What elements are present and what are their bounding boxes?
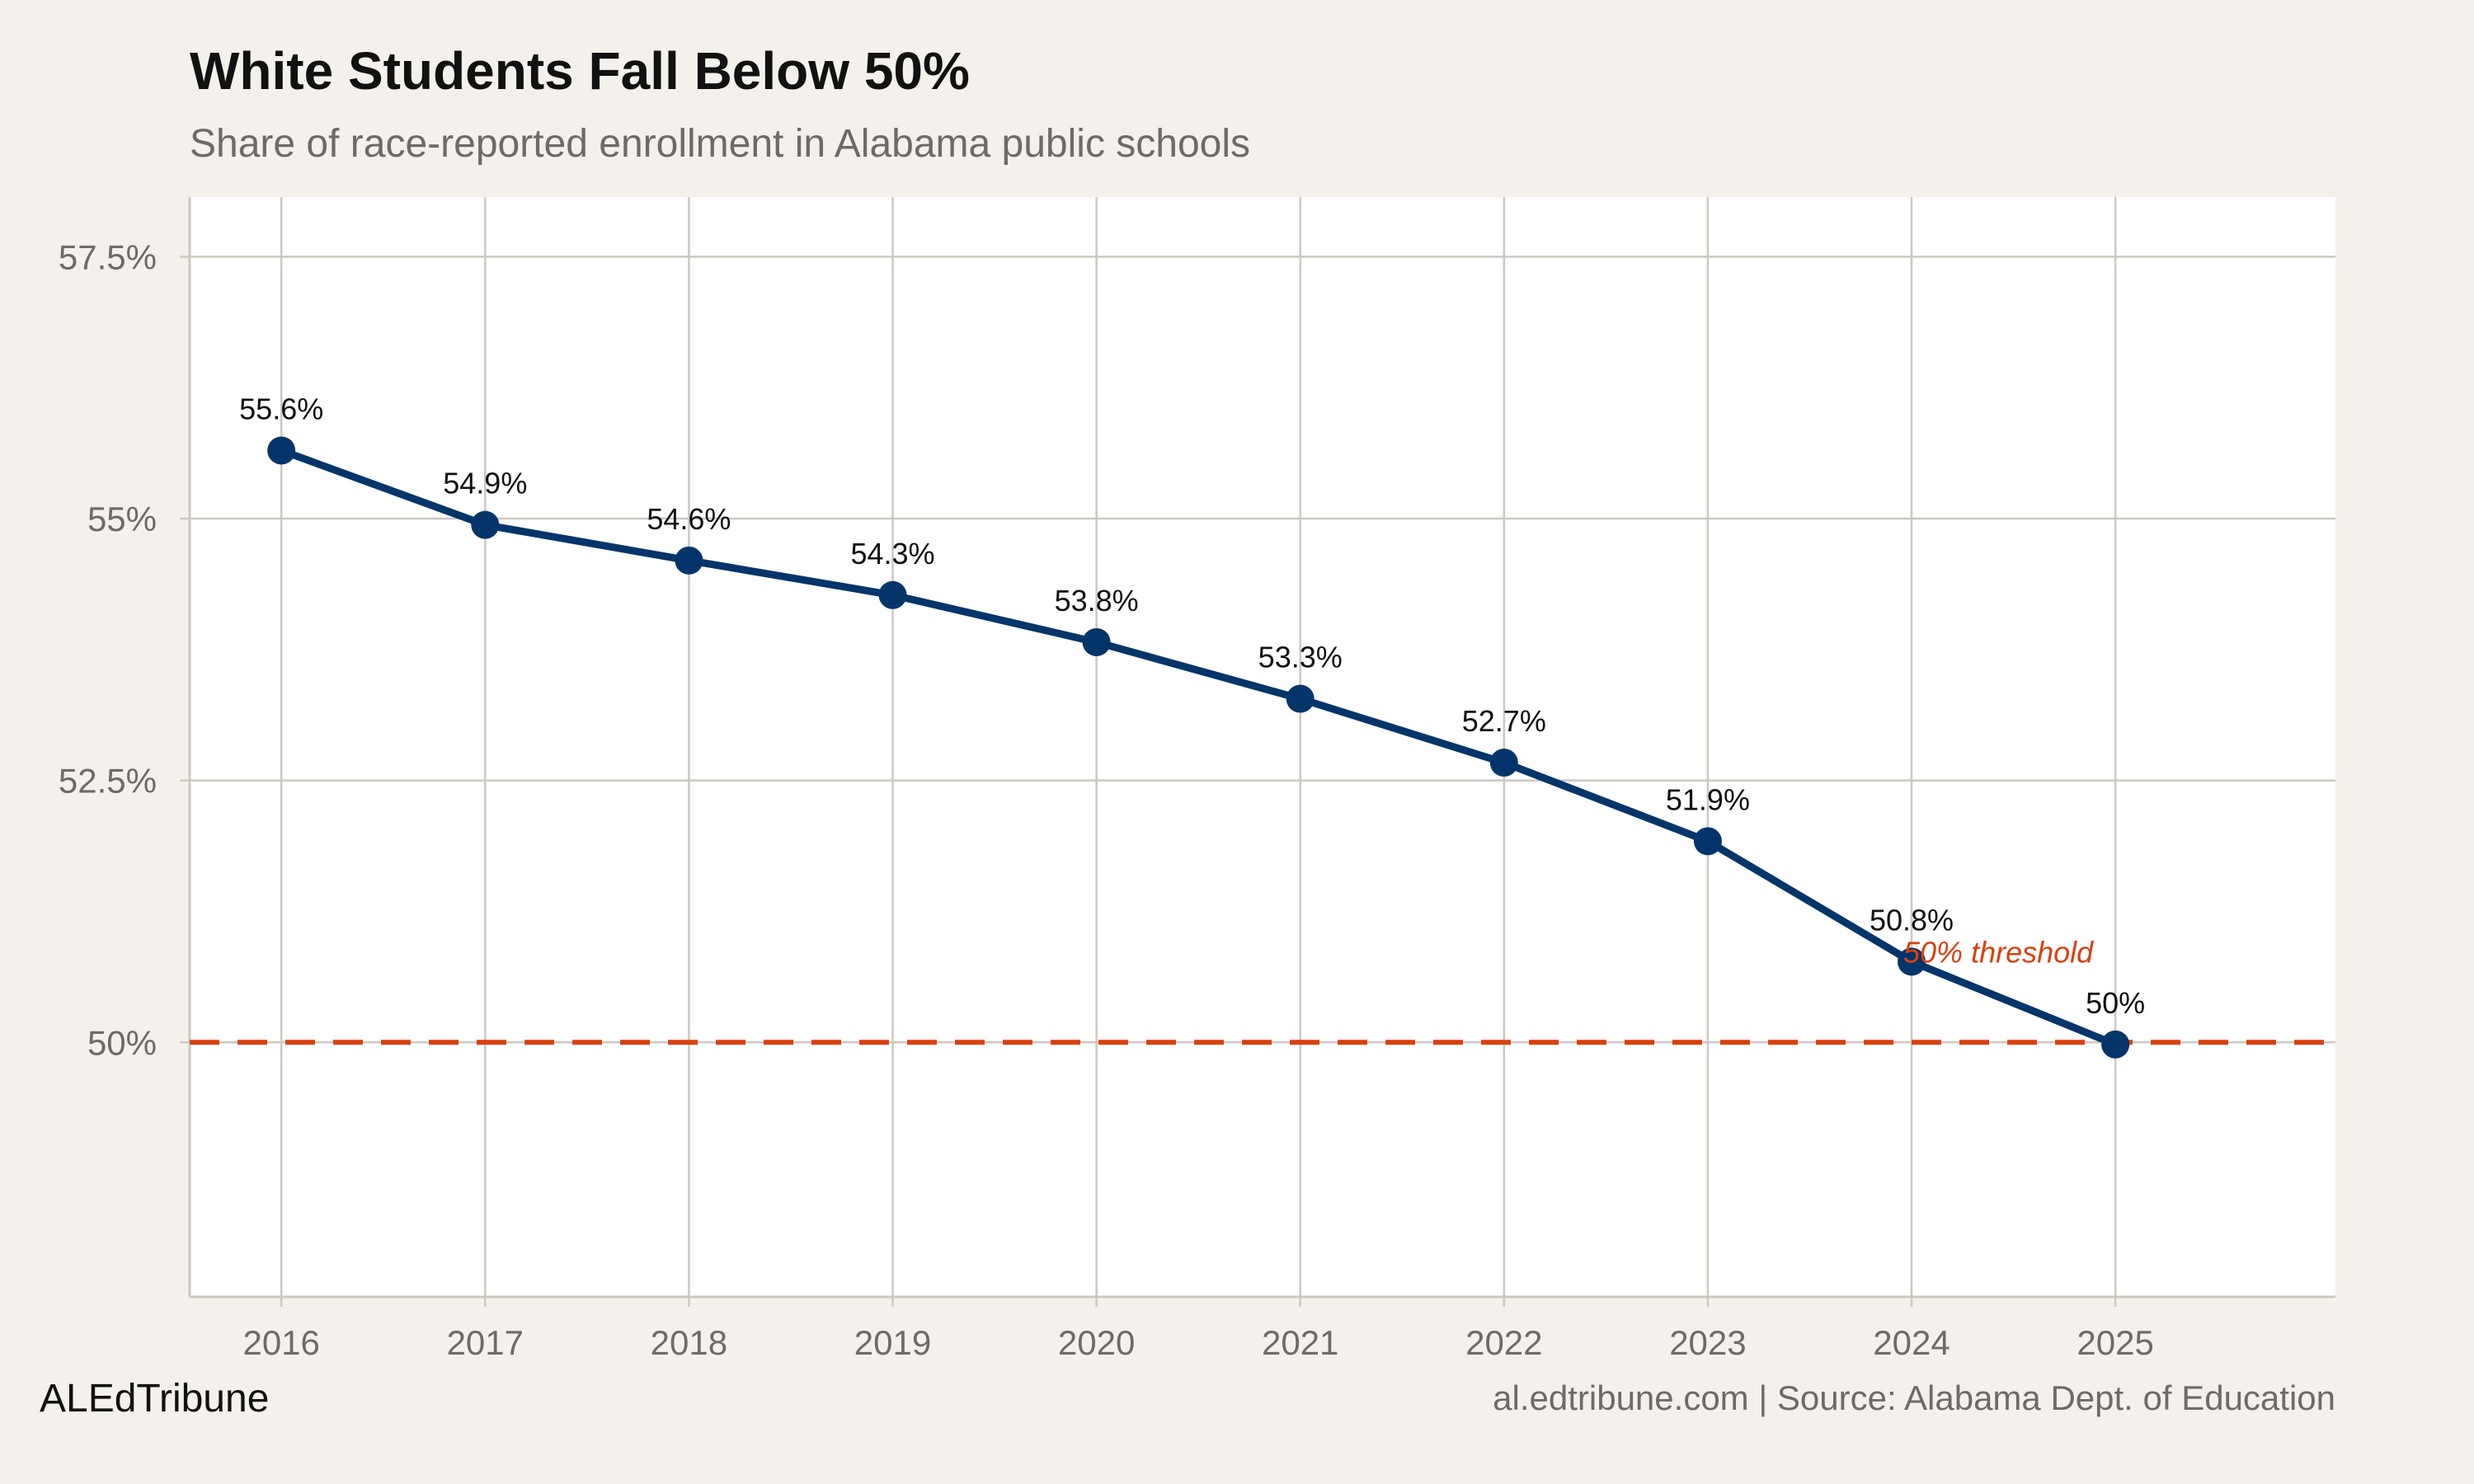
- x-tick-label: 2025: [2077, 1323, 2153, 1362]
- data-point: [2101, 1030, 2130, 1059]
- data-label: 54.3%: [850, 537, 934, 571]
- data-label: 54.9%: [443, 467, 527, 500]
- y-tick-label: 55%: [87, 500, 157, 538]
- y-tick-label: 57.5%: [59, 237, 157, 276]
- axes: 2016 2017 2018 2019 2020 2021 2022 2023 2024 2025…: [59, 197, 2335, 1362]
- x-tick-label: 2020: [1058, 1323, 1135, 1362]
- data-point: [1286, 684, 1315, 713]
- data-point: [1898, 947, 1926, 976]
- x-tick-label: 2017: [447, 1323, 524, 1362]
- data-point: [1489, 749, 1518, 777]
- data-point: [471, 510, 500, 539]
- x-tick-label: 2021: [1262, 1323, 1338, 1362]
- x-tick-label: 2022: [1465, 1323, 1542, 1362]
- data-label: 52.7%: [1462, 704, 1546, 738]
- x-tick-label: 2016: [242, 1323, 319, 1362]
- data-label: 50%: [2086, 986, 2145, 1020]
- data-label: 53.8%: [1055, 584, 1139, 618]
- series-line-group: [267, 436, 2130, 1059]
- data-point: [267, 436, 296, 465]
- data-label: 50.8%: [1870, 903, 1954, 937]
- data-point: [1693, 827, 1722, 856]
- y-tick-label: 52.5%: [59, 762, 157, 801]
- data-label: 51.9%: [1666, 782, 1750, 816]
- y-tick-label: 50%: [87, 1023, 157, 1062]
- chart-subtitle: Share of race-reported enrollment in Ala…: [190, 122, 1250, 166]
- reference-line-annotation: 50% threshold: [1903, 935, 2094, 969]
- chart-title: White Students Fall Below 50%: [190, 41, 970, 101]
- data-label: 53.3%: [1258, 641, 1343, 674]
- data-label: 54.6%: [647, 502, 731, 536]
- x-tick-label: 2019: [854, 1323, 931, 1362]
- series-line: [280, 447, 2117, 1048]
- plot-panel: [190, 197, 2335, 1297]
- x-tick-label: 2023: [1669, 1323, 1746, 1362]
- source-note: al.edtribune.com | Source: Alabama Dept.…: [1493, 1378, 2335, 1417]
- brand-logo-text: ALEdTribune: [40, 1377, 269, 1421]
- data-labels: 55.6% 54.9% 54.6% 54.3% 53.8% 53.3% 52.7% 51.9%…: [239, 392, 2145, 1019]
- data-point: [878, 580, 907, 609]
- data-point: [1082, 627, 1111, 656]
- x-tick-label: 2018: [651, 1323, 727, 1362]
- x-tick-label: 2024: [1873, 1323, 1950, 1362]
- data-point: [675, 546, 703, 575]
- data-label: 55.6%: [239, 392, 323, 425]
